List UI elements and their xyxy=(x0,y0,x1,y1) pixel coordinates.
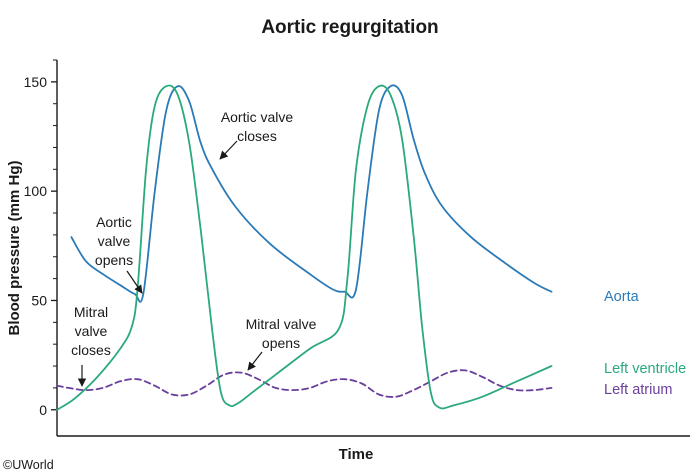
annotation-line: Mitral valve xyxy=(246,316,317,332)
y-ticks: 0 50 100 150 xyxy=(24,59,57,418)
series-line-left-atrium xyxy=(56,369,553,398)
legend-left-atrium: Left atrium xyxy=(604,382,673,398)
annotation-mitral-valve-closes: Mitral valve closes xyxy=(71,304,111,387)
y-tick-label: 50 xyxy=(31,292,47,308)
x-axis-label: Time xyxy=(339,446,374,463)
series-lines xyxy=(56,84,553,411)
annotation-line: Aortic xyxy=(96,214,132,230)
annotation-mitral-valve-opens: Mitral valve opens xyxy=(246,316,317,371)
y-tick-label: 150 xyxy=(24,74,48,90)
annotation-line: opens xyxy=(95,252,133,268)
legend-aorta: Aorta xyxy=(604,289,640,305)
y-axis-label: Blood pressure (mm Hg) xyxy=(6,160,23,335)
annotation-line: Aortic valve xyxy=(221,109,294,125)
credit-text: ©UWorld xyxy=(3,458,54,472)
series-line-aorta xyxy=(70,84,553,303)
chart-title: Aortic regurgitation xyxy=(261,17,438,38)
annotation-line: closes xyxy=(71,342,111,358)
annotation-aortic-valve-opens: Aortic valve opens xyxy=(95,214,143,294)
annotation-arrow xyxy=(219,140,238,160)
annotation-line: Mitral xyxy=(74,304,108,320)
annotation-line: valve xyxy=(98,233,131,249)
annotation-arrow xyxy=(126,270,143,294)
y-tick-label: 0 xyxy=(39,402,47,418)
annotation-line: closes xyxy=(237,128,277,144)
legend-left-ventricle: Left ventricle xyxy=(604,361,686,377)
annotation-line: valve xyxy=(75,323,108,339)
annotation-line: opens xyxy=(262,335,300,351)
y-tick-label: 100 xyxy=(24,183,48,199)
series-line-left-ventricle xyxy=(56,84,553,411)
annotation-aortic-valve-closes: Aortic valve closes xyxy=(219,109,294,160)
annotation-arrow xyxy=(247,351,263,371)
